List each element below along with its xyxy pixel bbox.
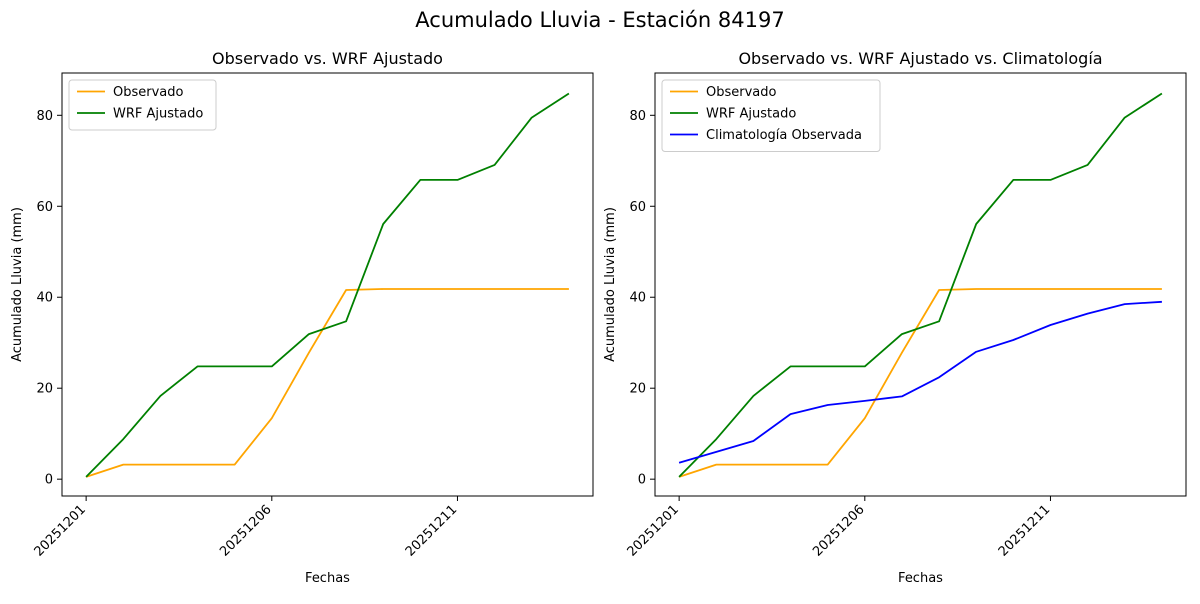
y-tick-label: 80 xyxy=(36,109,53,124)
axes-frame xyxy=(61,72,594,497)
y-tick-label: 40 xyxy=(36,291,53,306)
subplot-2: Observado vs. WRF Ajustado vs. Climatolo… xyxy=(603,49,1187,586)
legend-label: WRF Ajustado xyxy=(113,107,203,122)
y-tick-label: 20 xyxy=(36,382,53,397)
legend-box xyxy=(661,79,881,152)
figure-suptitle: Acumulado Lluvia - Estación 84197 xyxy=(415,8,785,32)
x-tick-label: 20251211 xyxy=(403,502,460,559)
legend-label: WRF Ajustado xyxy=(706,107,796,122)
y-axis-label: Acumulado Lluvia (mm) xyxy=(603,207,618,362)
y-tick-label: 60 xyxy=(629,200,646,215)
legend-label: Climatología Observada xyxy=(706,128,862,143)
subplot-title: Observado vs. WRF Ajustado xyxy=(212,49,443,68)
y-tick-label: 60 xyxy=(36,200,53,215)
y-tick-label: 20 xyxy=(629,382,646,397)
subplot-1: Observado vs. WRF Ajustado 0 20 40 60 80 20251… xyxy=(10,49,594,586)
x-tick-label: 20251201 xyxy=(32,502,89,559)
series-line-observado xyxy=(85,288,569,478)
series-line-wrf-ajustado xyxy=(678,92,1163,478)
x-tick-label: 20251201 xyxy=(625,502,682,559)
y-tick-label: 40 xyxy=(629,291,646,306)
x-tick-label: 20251206 xyxy=(810,502,867,559)
subplot-title: Observado vs. WRF Ajustado vs. Climatolo… xyxy=(738,49,1102,68)
y-tick-label: 0 xyxy=(638,473,646,488)
x-axis-label: Fechas xyxy=(898,571,943,586)
x-tick-label: 20251206 xyxy=(217,502,274,559)
axes-frame xyxy=(654,72,1187,497)
x-tick-label: 20251211 xyxy=(996,502,1053,559)
series-line-climatología-observada xyxy=(678,300,1162,464)
y-tick-label: 80 xyxy=(629,109,646,124)
legend-box xyxy=(68,79,217,131)
series-line-wrf-ajustado xyxy=(85,92,570,478)
legend-label: Observado xyxy=(706,85,777,100)
x-axis-label: Fechas xyxy=(305,571,350,586)
series-line-observado xyxy=(678,288,1162,478)
y-axis-label: Acumulado Lluvia (mm) xyxy=(10,207,25,362)
legend-label: Observado xyxy=(113,85,184,100)
y-tick-label: 0 xyxy=(45,473,53,488)
